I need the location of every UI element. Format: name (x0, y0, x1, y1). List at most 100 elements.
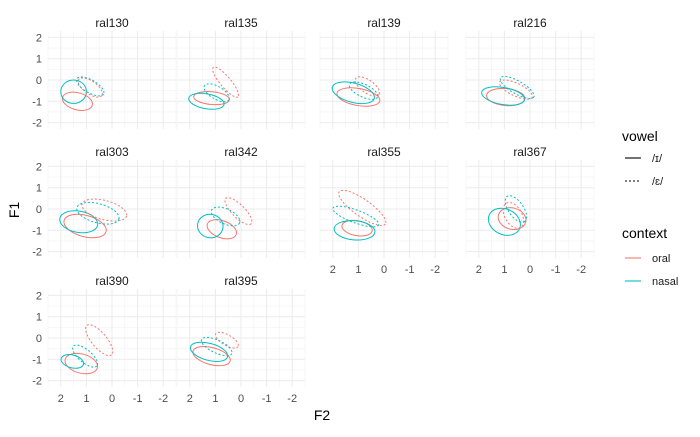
ellipse-nasal-epsilon (210, 206, 241, 227)
facet-panel-ral139: ral139 (319, 16, 449, 129)
x-tick-label: 0 (527, 264, 533, 276)
y-tick-label: 1 (36, 183, 42, 195)
facet-title: ral139 (367, 16, 401, 30)
facet-title: ral390 (95, 274, 129, 288)
y-tick-label: -1 (32, 96, 42, 108)
facet-panel-ral216: ral216 (465, 16, 595, 129)
y-tick-label: 1 (36, 54, 42, 66)
ellipse-nasal-i (487, 207, 521, 236)
y-tick-label: 1 (36, 312, 42, 324)
ellipse-nasal-i (188, 92, 225, 110)
ellipse-oral-i (497, 207, 527, 231)
facet-panel-ral390: ral390 -2 -1 0 1 2 2 1 0 -1 -2 (32, 274, 177, 405)
ellipse-oral-epsilon (212, 66, 240, 98)
ellipse-nasal-epsilon (72, 344, 99, 368)
y-tick-label: 2 (36, 32, 42, 44)
x-tick-label: -2 (158, 393, 168, 405)
facet-panel-ral367: ral367 2 1 0 -1 -2 (465, 145, 595, 276)
facet-title: ral216 (513, 16, 547, 30)
ellipse-oral-epsilon (215, 331, 239, 349)
facet-title: ral367 (513, 145, 547, 159)
ellipse-oral-i (63, 213, 107, 239)
facet-title: ral342 (224, 145, 258, 159)
ellipse-oral-epsilon (81, 198, 128, 222)
ellipse-nasal-epsilon (203, 83, 230, 103)
facet-panel-ral135: ral135 (176, 16, 306, 129)
facet-title: ral303 (95, 145, 129, 159)
facet-title: ral395 (224, 274, 258, 288)
y-tick-label: -2 (32, 247, 42, 259)
x-tick-label: -2 (430, 264, 440, 276)
ellipse-nasal-i (59, 210, 99, 234)
facet-title: ral355 (367, 145, 401, 159)
ellipse-nasal-i (197, 213, 224, 239)
ellipse-oral-epsilon (502, 201, 525, 229)
x-tick-label: -1 (551, 264, 561, 276)
facet-title: ral130 (95, 16, 129, 30)
x-tick-label: 1 (83, 393, 89, 405)
y-tick-label: 0 (36, 204, 42, 216)
ellipse-nasal-i (60, 354, 85, 369)
x-tick-label: -2 (287, 393, 297, 405)
x-tick-label: 1 (212, 393, 218, 405)
y-tick-label: -2 (32, 118, 42, 130)
ellipse-oral-epsilon (498, 79, 533, 100)
x-tick-label: -2 (576, 264, 586, 276)
x-tick-label: 2 (330, 264, 336, 276)
x-tick-label: 1 (501, 264, 507, 276)
ellipse-nasal-epsilon (76, 76, 105, 97)
y-tick-label: 0 (36, 75, 42, 87)
legend-title-vowel: vowel (622, 128, 658, 144)
legend-label-vowel-1: /ɪ/ (652, 153, 663, 165)
y-tick-label: 2 (36, 290, 42, 302)
facet-panel-ral395: ral395 2 1 0 -1 -2 (176, 274, 306, 405)
ellipse-oral-i (192, 345, 231, 367)
y-tick-label: 2 (36, 161, 42, 173)
x-tick-label: 0 (381, 264, 387, 276)
ellipse-nasal-epsilon (332, 205, 380, 228)
facet-title: ral135 (224, 16, 258, 30)
ellipse-oral-epsilon (354, 76, 380, 97)
legend-label-oral: oral (652, 253, 670, 265)
ellipse-oral-epsilon (85, 324, 114, 357)
ellipse-nasal-i (189, 341, 229, 362)
y-tick-label: 0 (36, 333, 42, 345)
facet-panels: ral130 -2 -1 0 1 2 ral135 ral139 ral216 ral303 -2 -… (32, 16, 595, 405)
ellipse-nasal-i (60, 79, 87, 104)
y-tick-label: -1 (32, 225, 42, 237)
x-axis-title: F2 (314, 407, 331, 423)
legend-label-vowel-2: /ɛ/ (652, 176, 664, 188)
ellipse-oral-epsilon (224, 197, 253, 226)
ellipse-oral-i (64, 352, 99, 375)
facet-panel-ral303: ral303 -2 -1 0 1 2 (32, 145, 177, 259)
x-tick-label: -1 (133, 393, 143, 405)
ellipse-nasal-epsilon (348, 81, 379, 100)
x-tick-label: 2 (58, 393, 64, 405)
facet-panel-ral342: ral342 (176, 145, 306, 258)
ellipse-nasal-epsilon (499, 75, 535, 100)
x-tick-label: -1 (262, 393, 272, 405)
ellipse-nasal-epsilon (200, 336, 233, 357)
y-axis-title: F1 (6, 202, 22, 219)
ellipse-oral-i (206, 219, 238, 240)
legend-label-nasal: nasal (652, 276, 678, 288)
y-tick-label: -2 (32, 376, 42, 388)
x-tick-label: 0 (109, 393, 115, 405)
y-tick-label: -1 (32, 354, 42, 366)
ellipse-nasal-i (333, 220, 376, 241)
x-tick-label: 1 (355, 264, 361, 276)
ellipse-nasal-i (331, 81, 375, 105)
facet-panel-ral130: ral130 -2 -1 0 1 2 (32, 16, 177, 130)
facet-panel-ral355: ral355 2 1 0 -1 -2 (319, 145, 449, 276)
legend: vowel /ɪ/ /ɛ/ context oral nasal (622, 128, 678, 288)
x-tick-label: 0 (238, 393, 244, 405)
ellipse-oral-epsilon (77, 77, 103, 98)
ellipse-nasal-epsilon (504, 195, 528, 223)
ellipse-nasal-i (481, 86, 526, 106)
legend-title-context: context (622, 225, 667, 241)
x-tick-label: 2 (187, 393, 193, 405)
ellipse-nasal-epsilon (76, 201, 120, 225)
x-tick-label: 2 (476, 264, 482, 276)
x-tick-label: -1 (405, 264, 415, 276)
